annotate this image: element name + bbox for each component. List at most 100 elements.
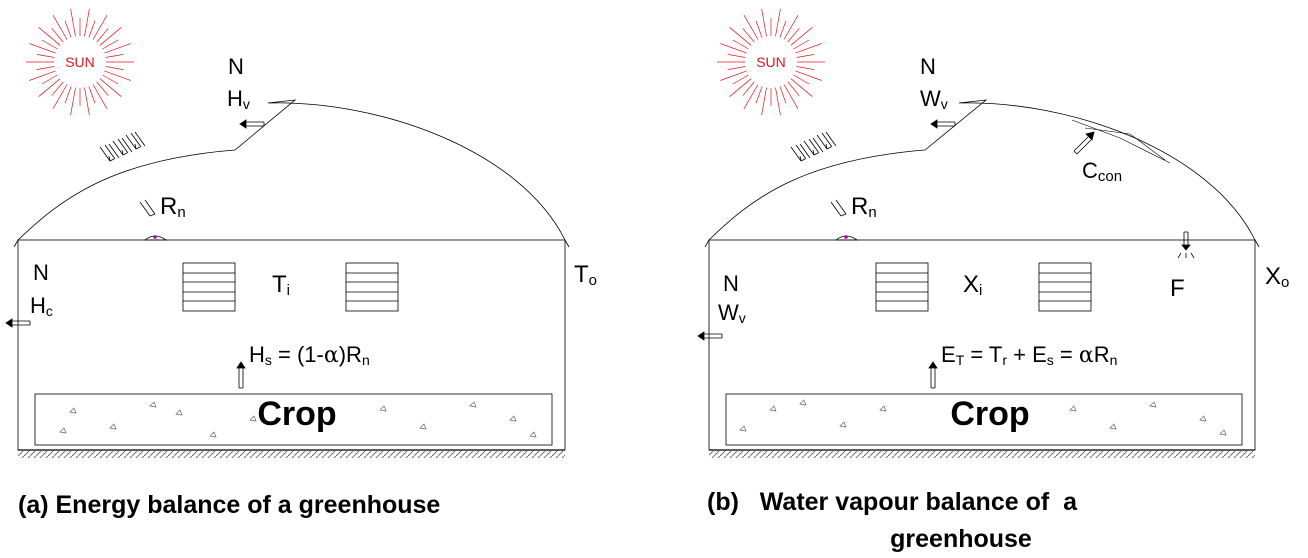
sun-ray (793, 74, 810, 85)
sun-ray (795, 43, 822, 54)
sun-ray (41, 74, 58, 85)
sun-ray (64, 20, 72, 38)
sun-ray (92, 84, 108, 109)
sun-ray (52, 84, 68, 109)
et-arrow-b (928, 361, 938, 389)
wall-n-label-a: N (33, 260, 49, 285)
vent-arrow-b (930, 119, 956, 129)
fog-nozzle-icon-b (1177, 231, 1195, 259)
caption-b-line2: greenhouse (890, 525, 1032, 553)
ground-hatch-b (709, 451, 1255, 458)
sun-ray (787, 28, 800, 43)
evapotranspiration-equation-b: ET = Tr + Es = αRn (941, 342, 1117, 368)
sun-ray (783, 84, 799, 109)
sun-ray (720, 70, 747, 81)
crop-speckles-a (59, 401, 537, 438)
sun-ray (720, 43, 747, 54)
fan-right-a (345, 262, 399, 312)
sun-ray (41, 39, 58, 50)
rn-arrow-b (830, 199, 847, 217)
eave-marks-a (13, 239, 570, 248)
inside-humidity-label-b: Xi (963, 271, 982, 299)
sun-ray (51, 81, 64, 96)
sun-ray (52, 15, 68, 40)
wall-arrow-a (5, 318, 31, 328)
sun-ray (761, 87, 767, 116)
sun-ray (761, 8, 767, 37)
sun-ray (729, 78, 752, 97)
wall-flux-label-a: Hc (30, 293, 53, 319)
crop-bed-b (725, 393, 1243, 446)
sun-ray (104, 43, 131, 54)
wall-arrow-b (697, 331, 723, 341)
crop-bed-a (34, 393, 553, 446)
hs-arrow-a (236, 361, 246, 389)
condensation-film-b (1071, 119, 1171, 164)
crop-label-b: Crop (950, 395, 1029, 433)
sun-ray (36, 66, 55, 70)
sun-ray (787, 81, 800, 96)
sun-ray (29, 70, 56, 81)
sun-ray (70, 8, 76, 37)
sun-ray (99, 78, 122, 97)
rn-label-a: Rn (160, 193, 186, 221)
fan-left-b (875, 262, 929, 312)
fog-label-b: F (1170, 275, 1185, 302)
wall-flux-label-b: Wv (718, 300, 746, 326)
sun-ray (105, 54, 124, 58)
sun-ray (790, 27, 813, 46)
rn-label-b: Rn (851, 193, 877, 221)
rn-arrow-a (139, 199, 156, 217)
sun-label-b: SUN (756, 54, 786, 70)
sun-ray (796, 54, 815, 58)
wall-n-label-b: N (723, 271, 739, 296)
caption-b-line1: (b) Water vapour balance of a (707, 488, 1078, 516)
sun-ray (775, 8, 781, 37)
sun-ray (96, 81, 109, 96)
sun-ray (729, 27, 752, 46)
ground-hatch-a (18, 451, 565, 458)
sun-ray (742, 81, 755, 96)
sensor-dot-a (153, 235, 157, 239)
caption-a: (a) Energy balance of a greenhouse (18, 491, 440, 519)
sun-ray (732, 39, 749, 50)
sun-ray (88, 86, 96, 104)
condensation-arrow-b (1073, 131, 1095, 155)
sun-ray (779, 20, 787, 38)
sun-ray (104, 70, 131, 81)
sun-ray (775, 87, 781, 116)
sun-ray (796, 66, 815, 70)
roof-outline-b (708, 99, 1256, 241)
sun-ray (84, 8, 90, 37)
outside-humidity-label-b: Xo (1265, 263, 1289, 291)
sun-ray (102, 39, 119, 50)
sun-ray (755, 20, 763, 38)
sun-ray (795, 70, 822, 81)
panel-b: SUN Crop Rn (697, 8, 1289, 553)
fan-right-b (1038, 262, 1092, 312)
sensible-heat-equation-a: Hs = (1-α)Rn (249, 342, 370, 368)
sun-ray (70, 87, 76, 116)
outside-temp-label-a: To (574, 261, 597, 289)
vent-flux-label-a: Hv (227, 86, 250, 112)
roof-outline-a (17, 99, 566, 241)
sun-icon-a (26, 8, 134, 116)
sun-ray (88, 20, 96, 38)
sensor-dot-b (844, 235, 848, 239)
sun-ray (783, 15, 799, 40)
sun-ray (743, 84, 759, 109)
vent-flux-label-b: Wv (920, 86, 948, 112)
sun-ray (727, 54, 746, 58)
sun-ray (92, 15, 108, 40)
vent-n-label-b: N (920, 54, 936, 79)
sun-ray (64, 86, 72, 104)
crop-speckles-b (739, 399, 1227, 436)
sun-ray (38, 27, 61, 46)
eave-marks-b (704, 239, 1260, 248)
sun-icon-b (717, 8, 825, 116)
panel-a: SUN Crop (5, 8, 597, 519)
sun-ray (755, 86, 763, 104)
sun-ray (96, 28, 109, 43)
solar-ray-arrows-a (99, 131, 146, 162)
